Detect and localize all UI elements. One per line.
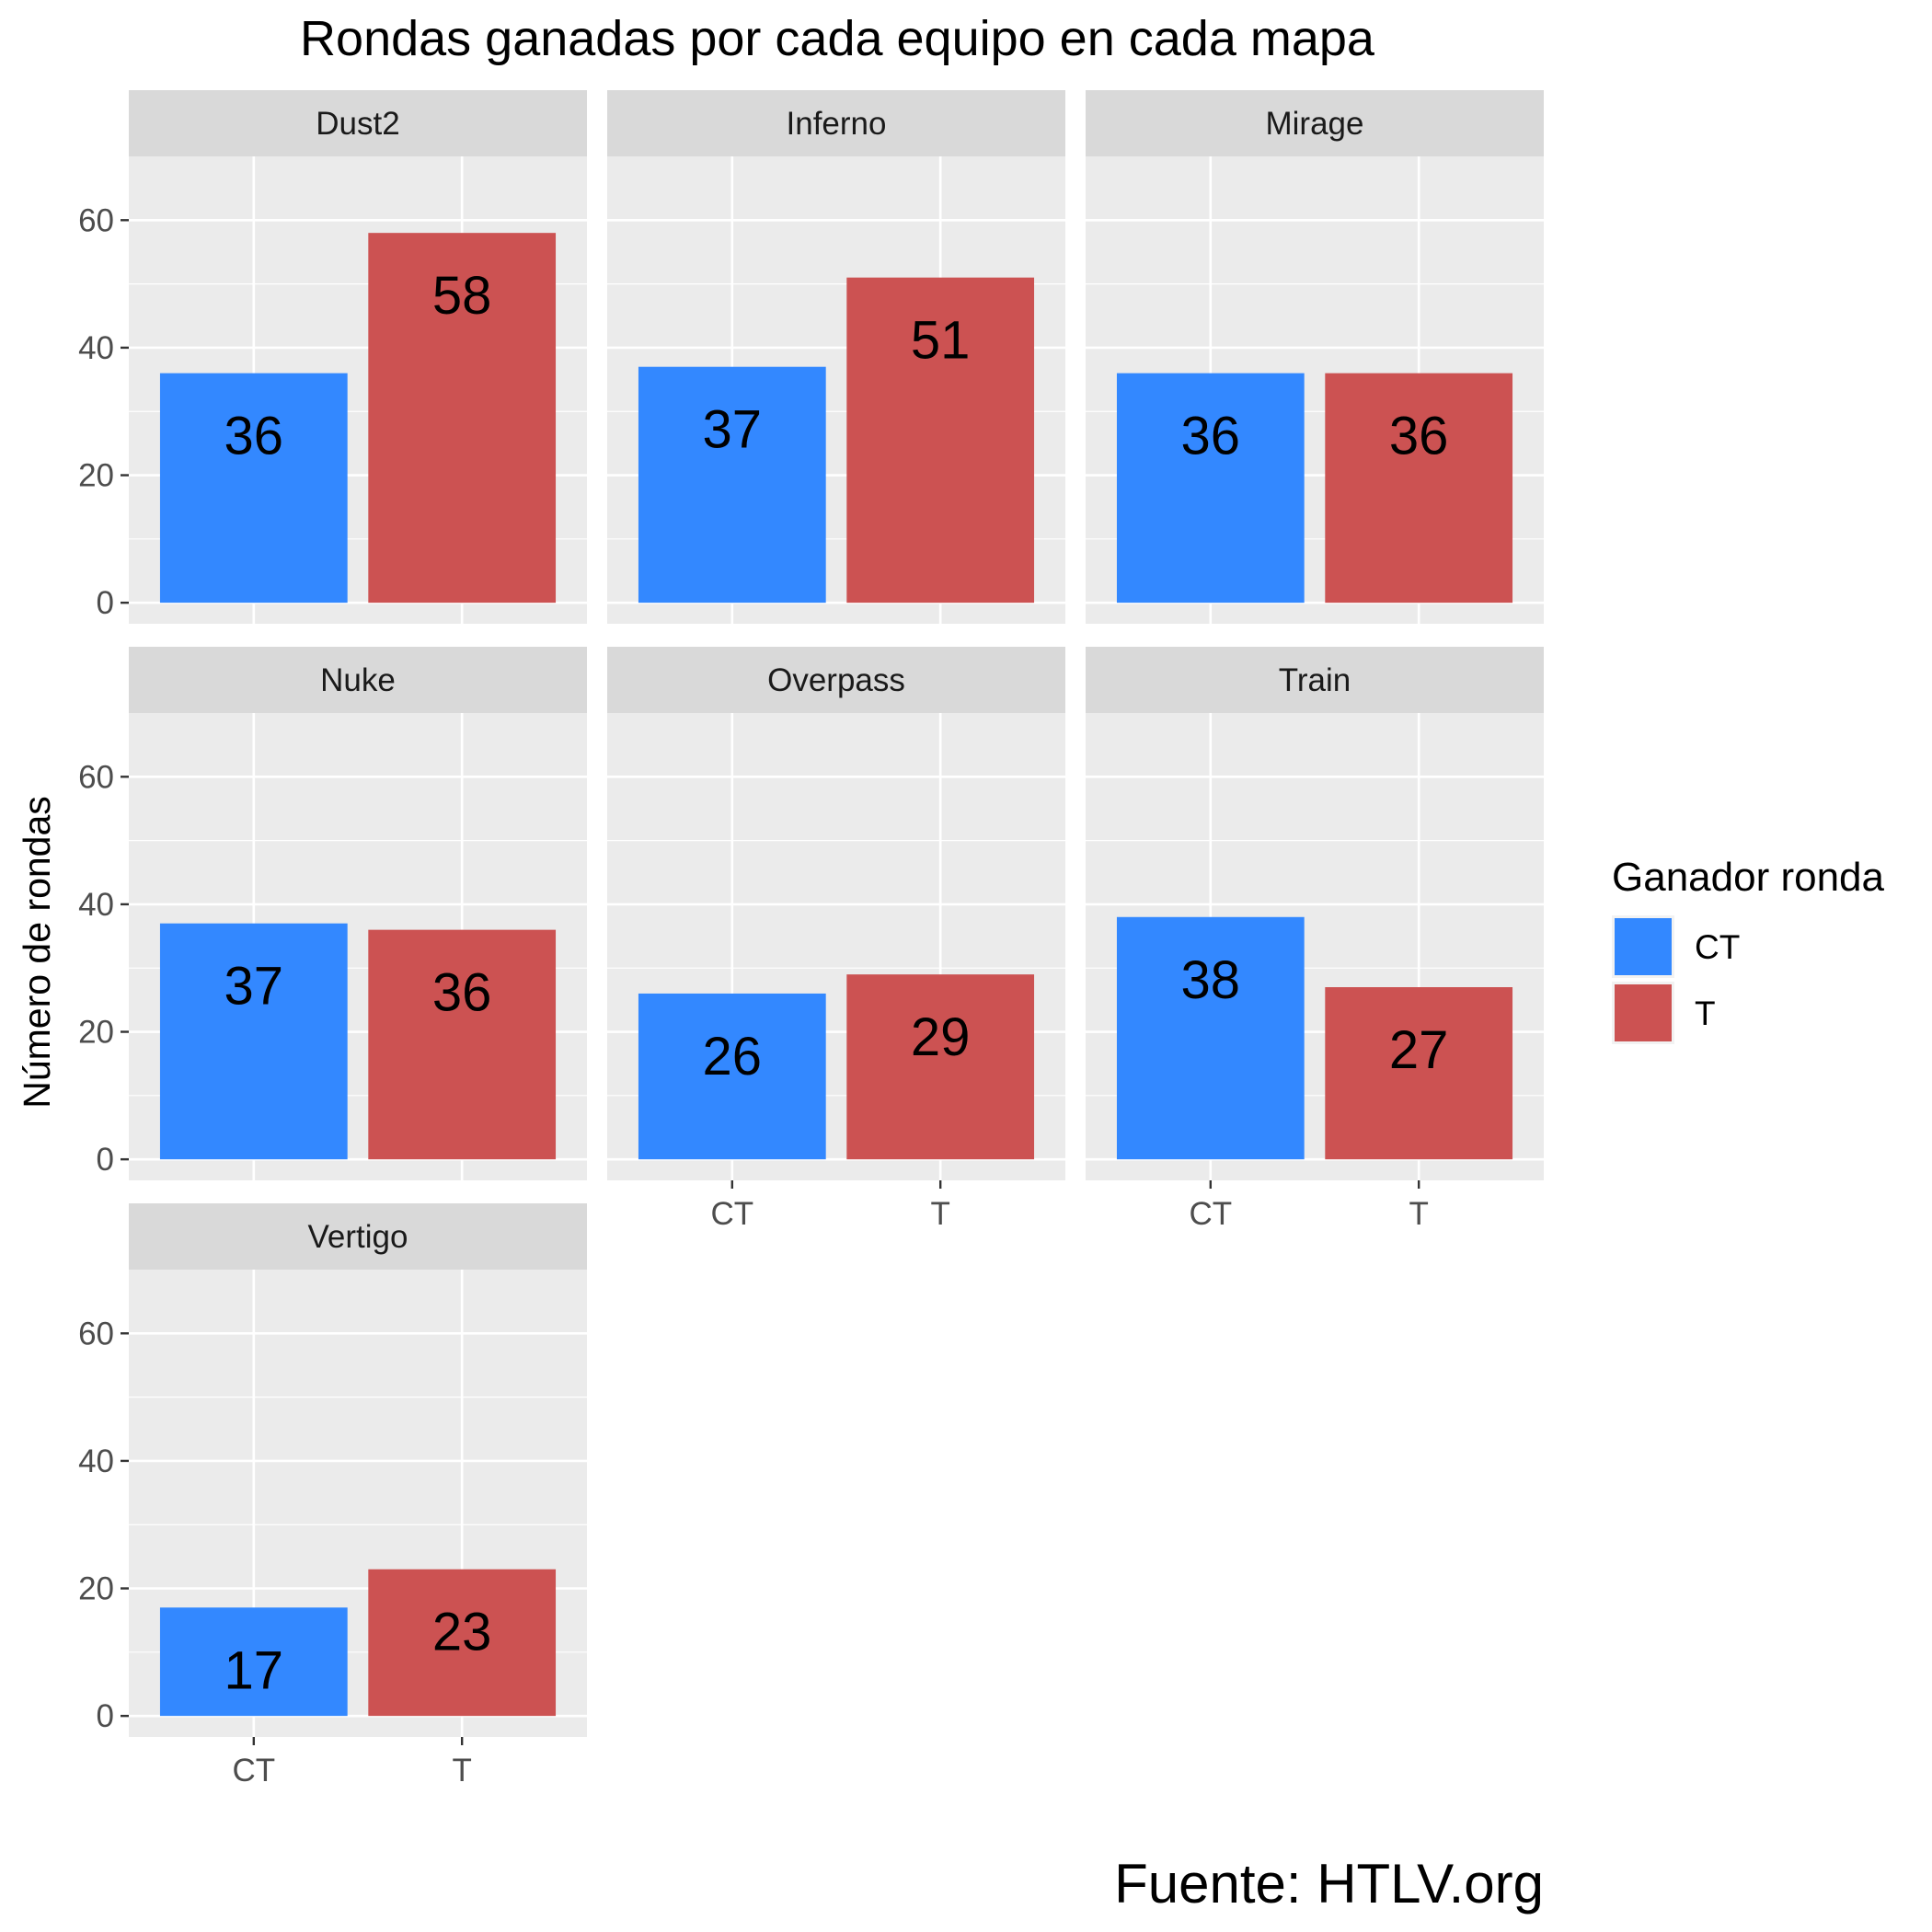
facet-dust2: Dust2 36 58 0 20 40 60 [78,90,587,624]
legend-label: T [1695,995,1716,1032]
y-tick-label: 40 [78,887,114,923]
bar-train-t [1325,987,1513,1160]
bar-inferno-ct [638,366,826,604]
x-tick-label: T [930,1196,949,1232]
facet-inferno: Inferno 37 51 [607,90,1065,624]
legend-swatch-t [1615,984,1672,1041]
bar-dust2-ct [159,373,348,604]
x-tick-label: T [1409,1196,1428,1232]
legend-title: Ganador ronda [1612,855,1885,900]
bar-value-label: 36 [224,407,284,466]
facet-nuke: Nuke 37 36 0 20 40 60 [78,647,587,1180]
x-tick-label: CT [232,1753,275,1788]
y-tick-label: 20 [78,1571,114,1607]
y-axis-title: Número de rondas [16,796,58,1109]
bar-mirage-t [1325,373,1513,604]
x-tick-label: T [452,1753,471,1788]
facet-strip [1086,90,1544,156]
legend-items: CT T [1612,915,1740,1044]
bar-value-label: 26 [703,1027,763,1087]
y-tick-label: 40 [78,1443,114,1479]
y-tick-label: 60 [78,202,114,238]
y-tick-label: 60 [78,1316,114,1351]
facet-strip [129,90,587,156]
bar-nuke-ct [159,923,348,1160]
facet-vertigo: Vertigo 17 23 0 20 40 60 CT T [78,1203,587,1788]
bar-value-label: 36 [432,963,492,1023]
facet-strip [607,647,1065,713]
facet-label: Inferno [787,106,887,142]
y-tick-label: 60 [78,759,114,795]
facet-strip [1086,647,1544,713]
y-tick-label: 20 [78,458,114,494]
facet-label: Vertigo [308,1219,408,1255]
bar-value-label: 58 [432,266,492,326]
bar-value-label: 29 [911,1007,971,1067]
bar-value-label: 36 [1389,407,1449,466]
facet-label: Mirage [1266,106,1364,142]
bar-value-label: 51 [911,311,971,371]
y-tick-label: 40 [78,330,114,366]
legend: Ganador ronda CT T [1612,855,1885,1044]
bar-mirage-ct [1116,373,1305,604]
bar-value-label: 37 [224,957,284,1017]
bar-value-label: 23 [432,1603,492,1662]
facet-label: Overpass [767,662,905,698]
facet-label: Nuke [320,662,396,698]
bar-value-label: 17 [224,1640,284,1700]
bar-value-label: 38 [1181,950,1241,1010]
facet-overpass: Overpass 26 29 CT T [607,647,1065,1232]
legend-label: CT [1695,928,1740,966]
y-tick-label: 0 [97,1698,114,1734]
bar-train-ct [1116,916,1305,1160]
bar-value-label: 36 [1181,407,1241,466]
bar-nuke-t [368,929,557,1160]
x-tick-label: CT [710,1196,753,1232]
facet-mirage: Mirage 36 36 [1086,90,1544,624]
bar-dust2-t [368,233,557,604]
bar-inferno-t [846,277,1035,604]
bar-vertigo-ct [159,1607,348,1717]
y-tick-label: 20 [78,1015,114,1051]
legend-swatch-ct [1615,918,1672,975]
facet-strip [129,647,587,713]
bar-overpass-ct [638,993,826,1160]
y-tick-label: 0 [97,1142,114,1178]
bar-overpass-t [846,974,1035,1160]
bar-value-label: 27 [1389,1020,1449,1080]
bar-vertigo-t [368,1569,557,1717]
facet-strip [607,90,1065,156]
chart-title: Rondas ganadas por cada equipo en cada m… [300,11,1375,66]
facet-label: Train [1279,662,1351,698]
source-caption: Fuente: HTLV.org [1114,1853,1544,1915]
facet-strip [129,1203,587,1270]
y-tick-label: 0 [97,585,114,621]
x-tick-label: CT [1189,1196,1232,1232]
facet-label: Dust2 [316,106,399,142]
facet-train: Train 38 27 CT T [1086,647,1544,1232]
bar-value-label: 37 [703,400,763,460]
